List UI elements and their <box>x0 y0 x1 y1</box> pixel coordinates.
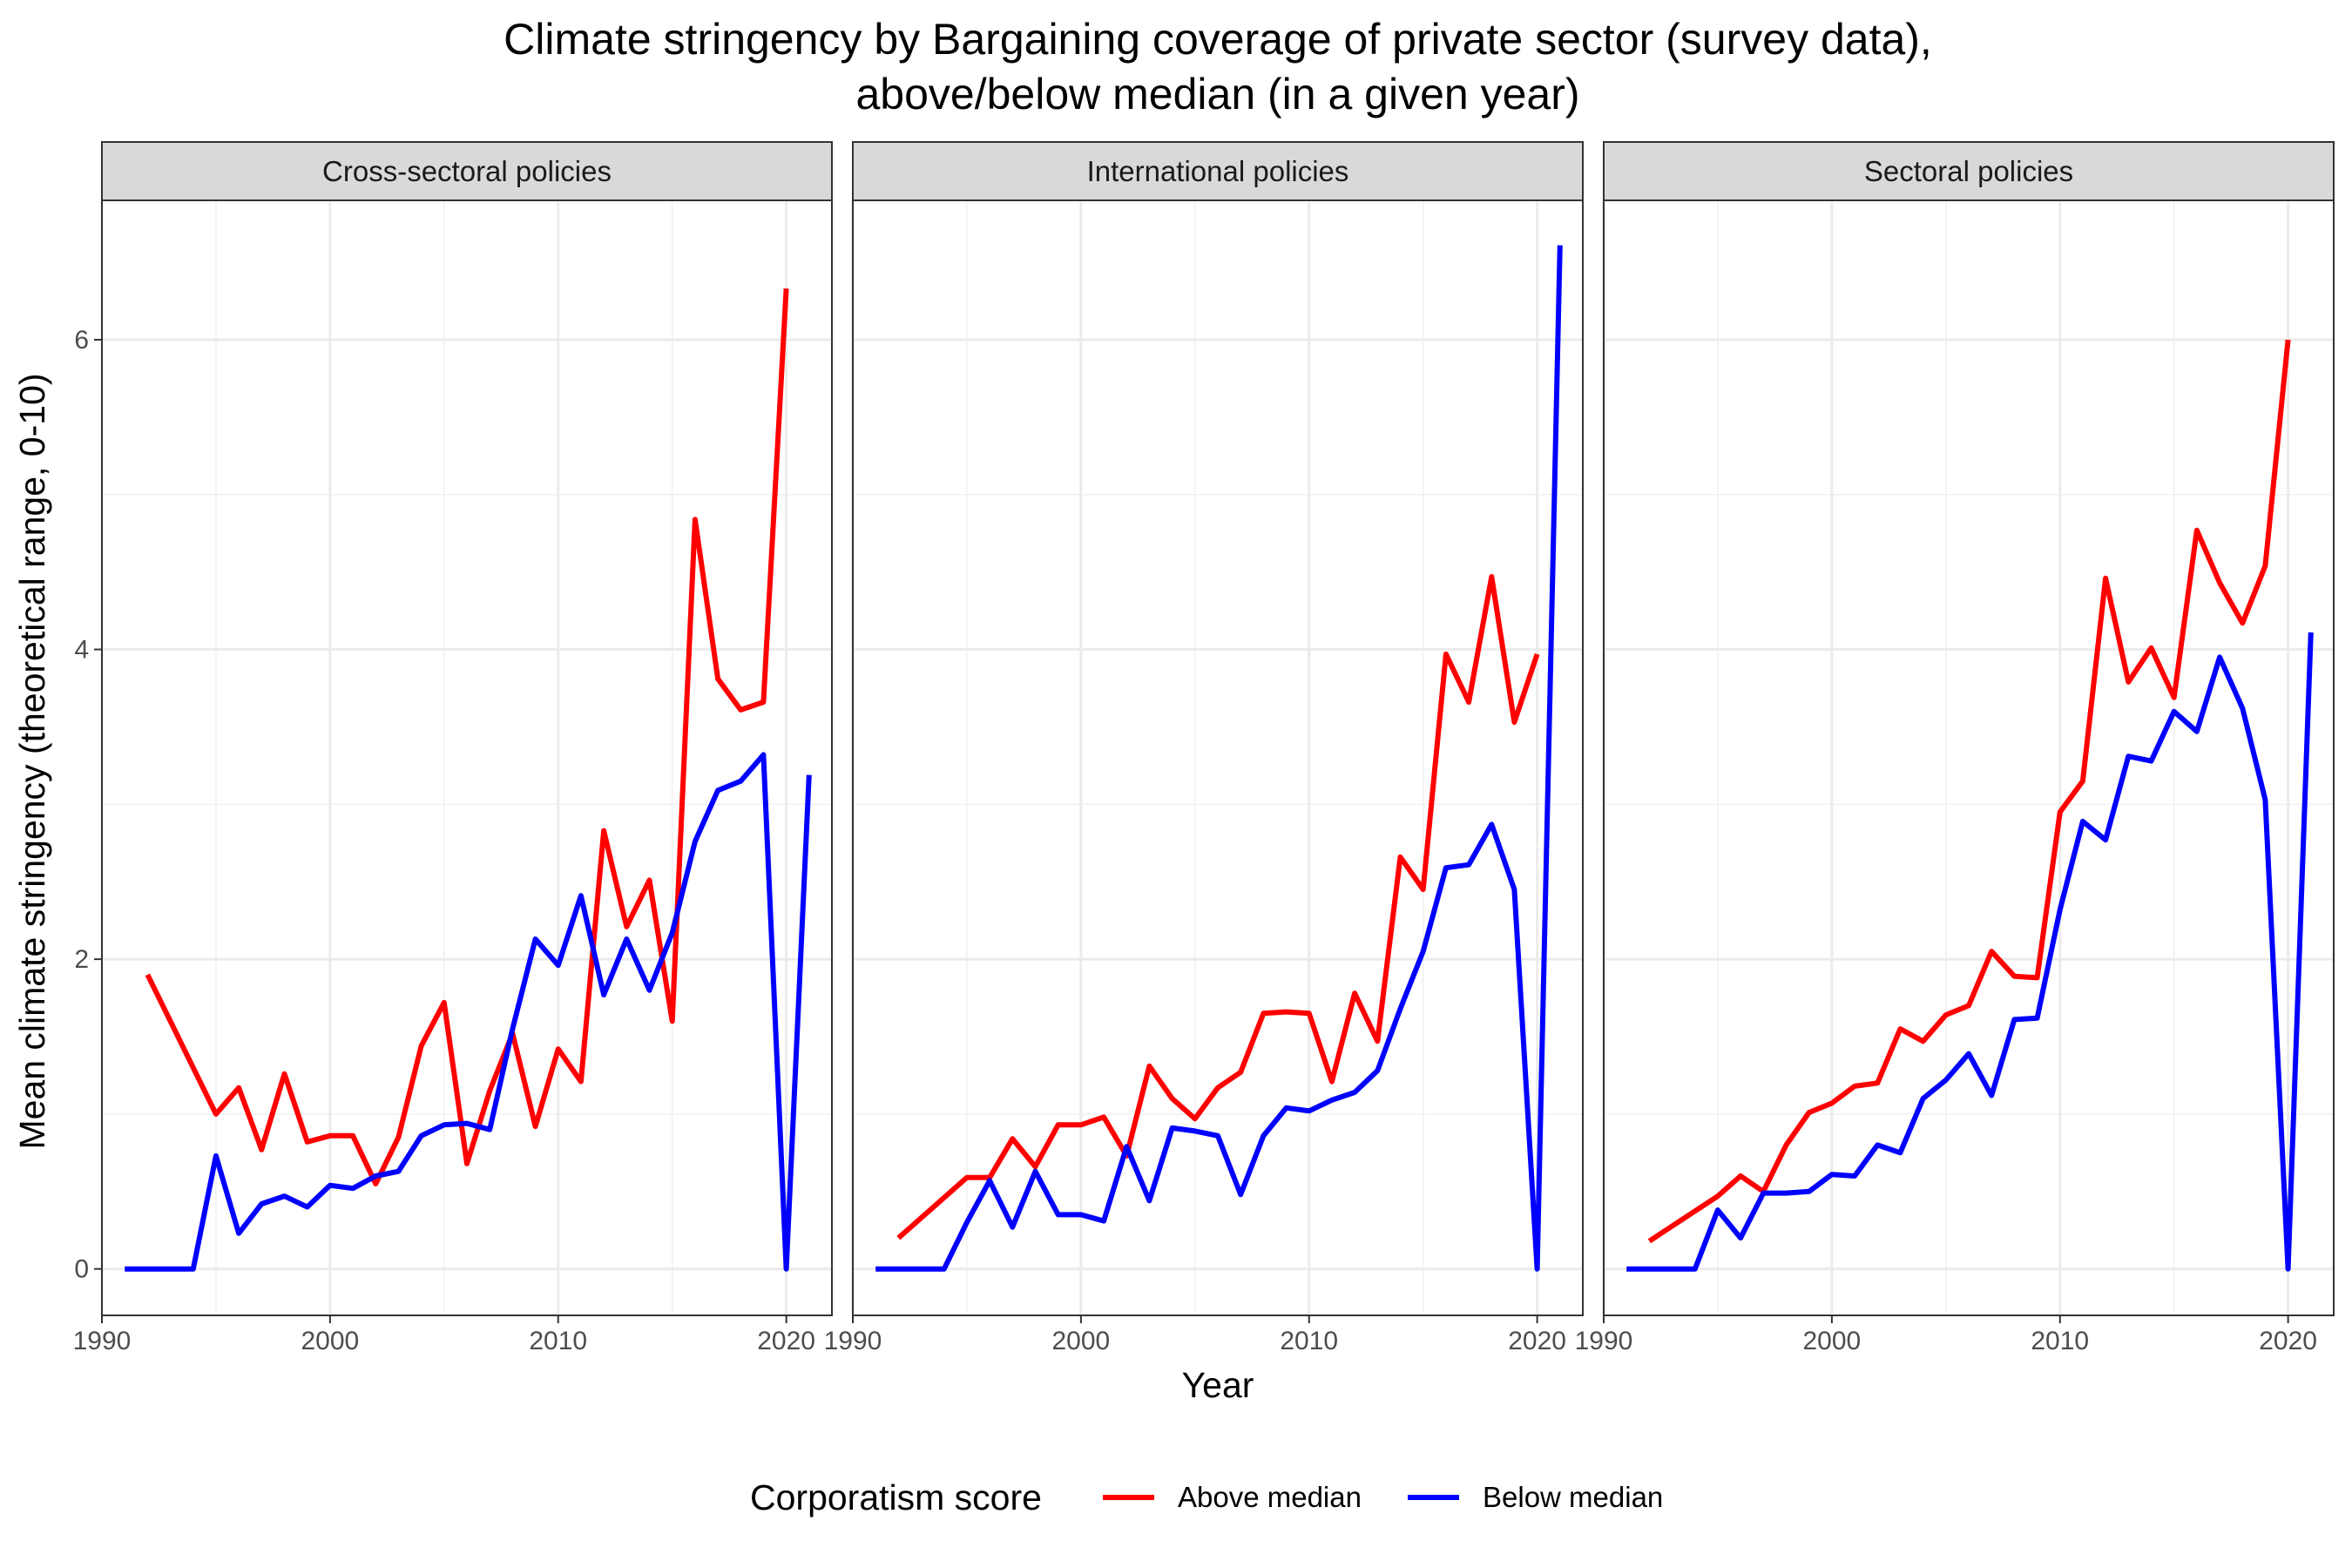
chart-subtitle: above/below median (in a given year) <box>855 70 1579 118</box>
legend-item-below-median: Below median <box>1408 1481 1663 1513</box>
chart-title: Climate stringency by Bargaining coverag… <box>504 15 1932 64</box>
x-tick-label: 2000 <box>1052 1327 1111 1355</box>
y-tick-label: 6 <box>74 326 89 355</box>
x-tick-label: 2000 <box>301 1327 360 1355</box>
facet-strip <box>1603 141 2335 201</box>
x-tick-label: 2020 <box>2259 1327 2317 1355</box>
legend-item-above-median: Above median <box>1103 1481 1362 1513</box>
x-tick-label: 2020 <box>1508 1327 1566 1355</box>
facet-strip-label: International policies <box>1087 155 1349 187</box>
facet-strip <box>101 141 833 201</box>
facet-strip-label: Cross-sectoral policies <box>322 155 612 187</box>
panel-border <box>852 199 1584 1316</box>
legend-title: Corporatism score <box>750 1477 1042 1517</box>
y-tick-label: 4 <box>74 636 89 665</box>
y-tick-label: 0 <box>74 1255 89 1284</box>
series-line-above-median <box>896 574 1540 1240</box>
facet-strip <box>852 141 1584 201</box>
x-tick-label: 1990 <box>73 1327 132 1355</box>
series-line-below-median <box>875 245 1563 1272</box>
x-tick-label: 2010 <box>1280 1327 1338 1355</box>
legend: Corporatism score Above median Below medi… <box>750 1477 1663 1517</box>
panel-border <box>1603 199 2335 1316</box>
legend-label: Below median <box>1483 1481 1663 1513</box>
panel-sectoral-policies: Sectoral policies 1990 2000 2010 2020 <box>1575 141 2335 1355</box>
y-axis-title: Mean climate stringency (theoretical ran… <box>12 373 52 1149</box>
facet-strip-label: Sectoral policies <box>1864 155 2073 187</box>
series-line-above-median <box>1647 339 2291 1244</box>
plot-background <box>1604 200 2334 1315</box>
legend-label: Above median <box>1178 1481 1362 1513</box>
panel-cross-sectoral-policies: Cross-sectoral policies 1990 2000 2010 2020 0… <box>73 141 833 1355</box>
panel-international-policies: International policies 1990 2000 2010 2020 <box>824 141 1584 1355</box>
x-tick-label: 1990 <box>824 1327 882 1355</box>
panel-border <box>101 199 833 1316</box>
x-tick-label: 2010 <box>2031 1327 2089 1355</box>
plot-background <box>853 200 1583 1315</box>
series-line-below-median <box>1626 632 2314 1272</box>
x-tick-label: 2020 <box>757 1327 815 1355</box>
x-tick-label: 2000 <box>1803 1327 1862 1355</box>
plot-background <box>102 200 832 1315</box>
series-line-below-median <box>125 752 812 1272</box>
y-tick-label: 2 <box>74 945 89 974</box>
x-axis-title: Year <box>1182 1365 1254 1405</box>
x-tick-label: 2010 <box>529 1327 587 1355</box>
series-line-above-median <box>145 288 789 1186</box>
x-tick-label: 1990 <box>1575 1327 1633 1355</box>
